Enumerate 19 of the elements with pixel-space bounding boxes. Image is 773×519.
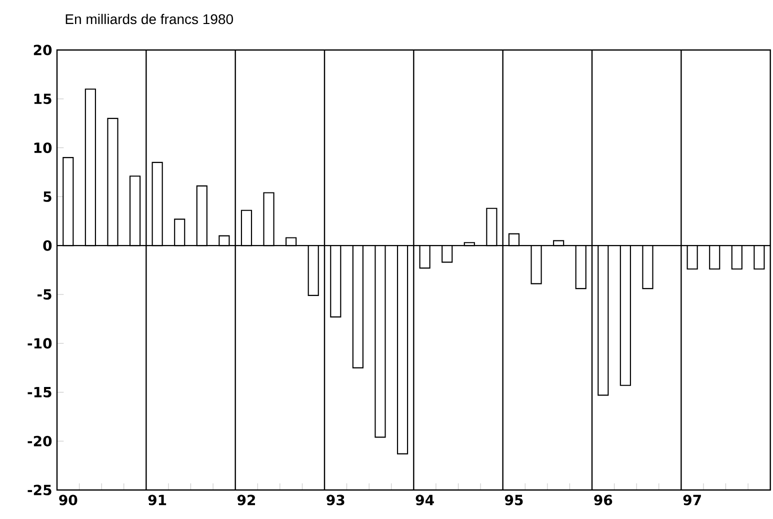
x-tick-label: 95 — [504, 494, 523, 506]
y-tick-label: -5 — [37, 289, 52, 300]
x-tick-label: 97 — [683, 494, 701, 506]
y-tick-label: -25 — [28, 484, 52, 496]
x-tick-label: 96 — [594, 494, 612, 506]
x-tick-label: 90 — [59, 494, 78, 506]
y-tick-label: 20 — [34, 44, 52, 56]
y-tick-label: 10 — [34, 142, 52, 154]
x-tick-label: 92 — [237, 494, 255, 506]
y-tick-label: 0 — [43, 240, 52, 251]
y-tick-label: -20 — [28, 436, 52, 446]
y-tick-label: -15 — [28, 387, 52, 398]
x-tick-label: 91 — [148, 494, 166, 506]
y-tick-label: 5 — [44, 191, 52, 202]
x-tick-label: 93 — [326, 494, 344, 506]
y-tick-label: -10 — [28, 338, 52, 349]
y-tick-label: 15 — [34, 94, 52, 104]
x-tick-label: 94 — [416, 494, 434, 506]
chart-title: En milliards de francs 1980 — [66, 14, 233, 24]
